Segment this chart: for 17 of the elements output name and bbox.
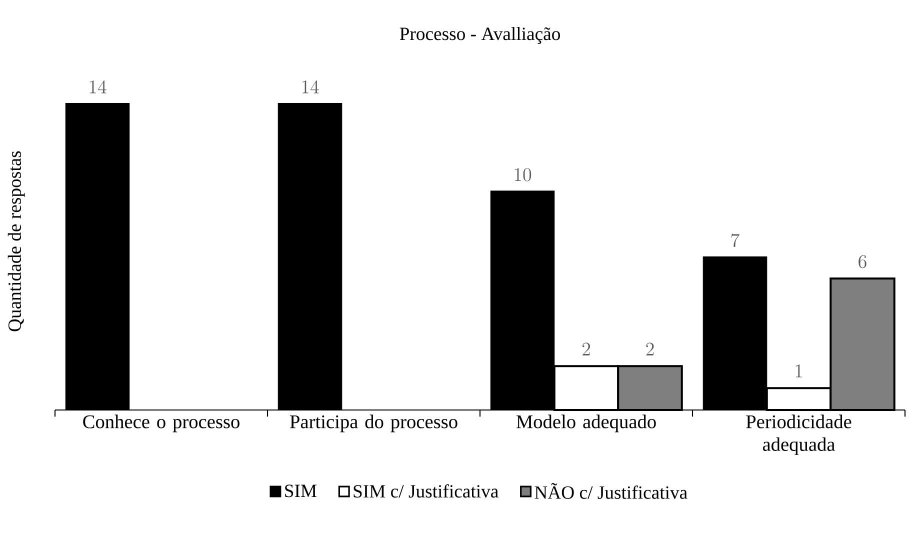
legend-label: SIM c/ Justificativa (354, 484, 498, 498)
data-label: 10 (514, 168, 532, 182)
x-tick-label: Modelo adequado (516, 414, 656, 432)
x-tick-label: Periodicidade adequada (746, 414, 852, 455)
chart-title: Processo - Avalliação (400, 27, 560, 44)
legend-label: NÃO c/ Justificativa (534, 483, 688, 499)
data-label: 14 (302, 80, 319, 94)
data-label: 2 (646, 342, 654, 356)
data-label: 14 (90, 80, 106, 94)
x-tick-label: Participa do processo (290, 414, 458, 432)
data-label: 6 (858, 255, 866, 268)
data-label: 7 (731, 234, 740, 248)
legend-label: SIM (285, 484, 317, 498)
x-tick-label: Conhece o processo (83, 414, 240, 432)
y-axis-title: Quantidade de respostas (8, 151, 25, 332)
data-label: 1 (796, 364, 802, 378)
data-label: 2 (582, 342, 590, 356)
